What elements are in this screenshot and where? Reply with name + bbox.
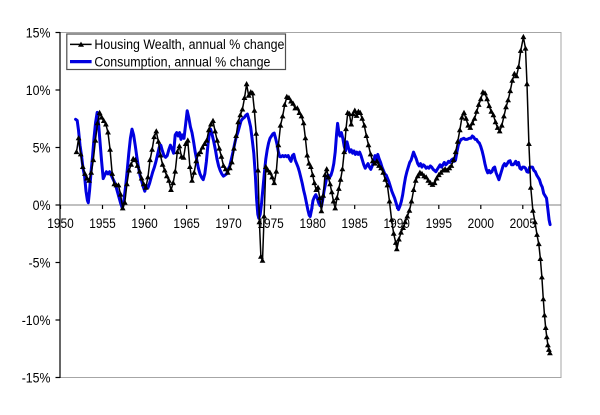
svg-text:1950: 1950	[47, 216, 73, 231]
svg-text:-5%: -5%	[29, 255, 51, 270]
svg-text:1965: 1965	[173, 216, 199, 231]
svg-text:1955: 1955	[89, 216, 115, 231]
svg-text:2005: 2005	[510, 216, 536, 231]
svg-text:1995: 1995	[426, 216, 452, 231]
svg-text:1970: 1970	[215, 216, 241, 231]
svg-text:Consumption, annual % change: Consumption, annual % change	[94, 54, 270, 69]
svg-text:1960: 1960	[131, 216, 157, 231]
svg-text:-15%: -15%	[22, 370, 51, 385]
svg-text:1980: 1980	[300, 216, 326, 231]
svg-text:1975: 1975	[257, 216, 283, 231]
svg-text:2000: 2000	[468, 216, 494, 231]
svg-text:Housing Wealth, annual % chang: Housing Wealth, annual % change	[94, 37, 284, 52]
svg-text:0%: 0%	[33, 198, 51, 213]
svg-text:-10%: -10%	[22, 313, 51, 328]
svg-text:1985: 1985	[342, 216, 368, 231]
svg-text:15%: 15%	[26, 25, 51, 40]
svg-text:1990: 1990	[384, 216, 410, 231]
svg-text:10%: 10%	[26, 83, 51, 98]
svg-text:5%: 5%	[33, 140, 51, 155]
